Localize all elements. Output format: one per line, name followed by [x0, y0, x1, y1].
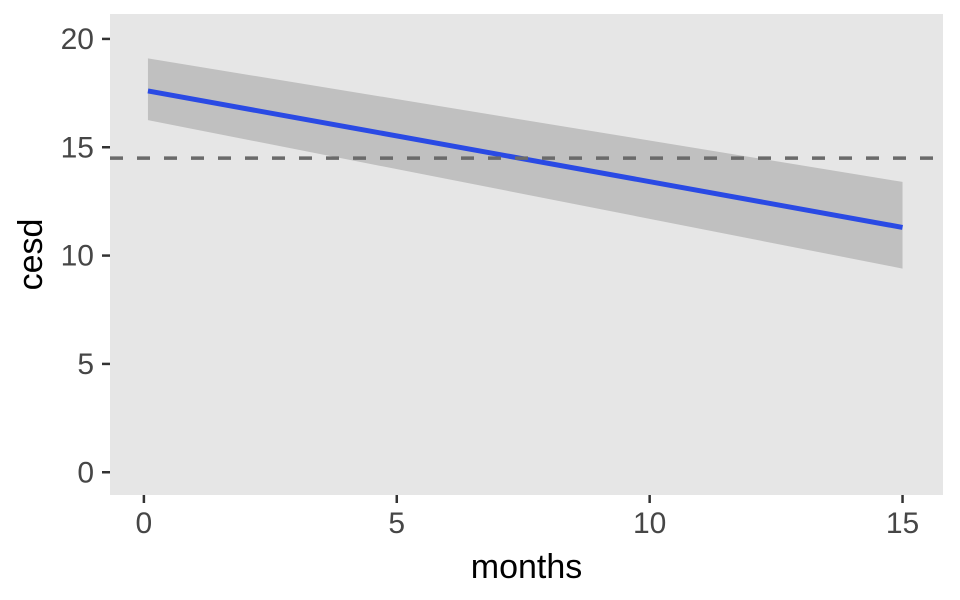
- x-tick-label: 5: [388, 507, 405, 540]
- x-axis: 0 5 10 15: [136, 495, 919, 540]
- x-tick-label: 0: [136, 507, 153, 540]
- y-tick-label: 5: [77, 348, 94, 381]
- y-tick-label: 10: [61, 240, 94, 273]
- y-axis-title: cesd: [12, 219, 50, 291]
- y-tick-label: 20: [61, 23, 94, 56]
- x-axis-title: months: [471, 548, 583, 586]
- y-axis: 0 5 10 15 20: [61, 23, 110, 489]
- x-tick-label: 15: [886, 507, 919, 540]
- x-tick-label: 10: [633, 507, 666, 540]
- y-tick-label: 15: [61, 131, 94, 164]
- confidence-band: [147, 58, 903, 269]
- y-tick-label: 0: [77, 456, 94, 489]
